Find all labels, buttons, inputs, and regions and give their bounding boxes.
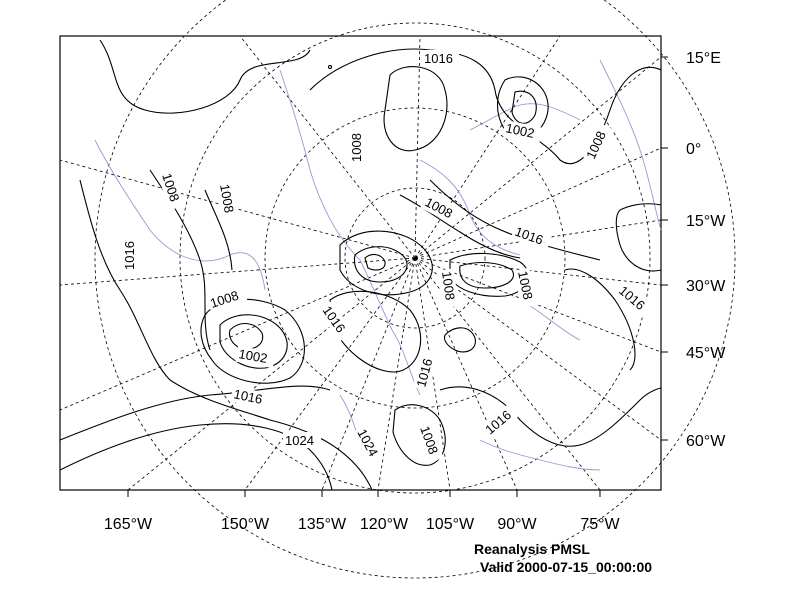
contour-label: 1008 bbox=[217, 183, 237, 214]
lon-label: 135°W bbox=[298, 516, 347, 533]
map-frame bbox=[59, 35, 662, 491]
lat-label: 45°W bbox=[686, 345, 726, 362]
caption-valid-time: Valid 2000-07-15_00:00:00 bbox=[480, 559, 653, 575]
lat-label: 15°W bbox=[686, 213, 726, 230]
contour-label: 1016 bbox=[232, 386, 263, 407]
lon-label: 105°W bbox=[426, 516, 475, 533]
lat-label: 60°W bbox=[686, 433, 726, 450]
lon-label: 90°W bbox=[497, 516, 537, 533]
lat-label: 0° bbox=[686, 141, 701, 158]
coastlines bbox=[94, 59, 662, 471]
contour-label: 1002 bbox=[504, 120, 535, 141]
contour-label: 1008 bbox=[439, 270, 458, 301]
contour-label: 1024 bbox=[285, 433, 314, 448]
latitude-axis: 15°E 0° 15°W 30°W 45°W 60°W bbox=[661, 50, 726, 450]
lon-label: 150°W bbox=[221, 516, 270, 533]
contour-label: 1016 bbox=[122, 241, 137, 270]
caption-title: Reanalysis PMSL bbox=[474, 541, 590, 557]
contour-label: 1016 bbox=[413, 357, 435, 389]
lon-label: 75°W bbox=[580, 516, 620, 533]
lon-label: 165°W bbox=[104, 516, 153, 533]
contour-label: 1016 bbox=[424, 51, 453, 66]
contour-label: 1002 bbox=[237, 346, 268, 366]
lon-label: 120°W bbox=[360, 516, 409, 533]
longitude-axis: 165°W 150°W 135°W 120°W 105°W 90°W 75°W bbox=[104, 490, 621, 533]
contour-labels: 1016 1008 1002 1008 1008 1008 1008 1016 … bbox=[122, 50, 654, 466]
lat-label: 15°E bbox=[686, 50, 721, 67]
contour-label: 1008 bbox=[349, 133, 364, 162]
lat-label: 30°W bbox=[686, 278, 726, 295]
contour-label: 1008 bbox=[515, 270, 536, 301]
graticule bbox=[59, 0, 736, 579]
